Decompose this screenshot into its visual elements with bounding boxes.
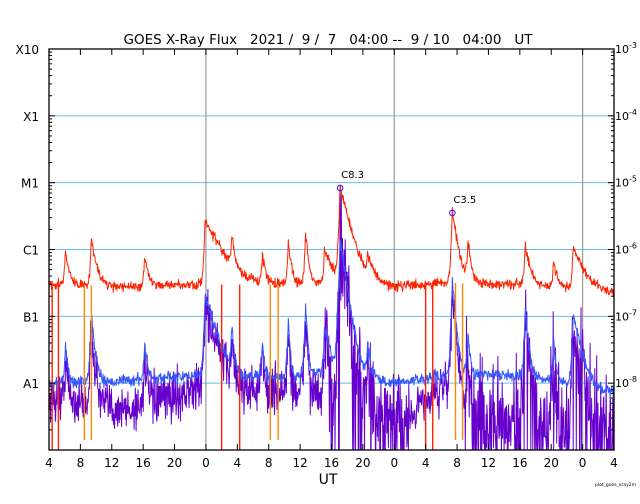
x-tick-label: 0 [390,456,398,470]
flare-class-label: C8.3 [341,170,364,181]
x-tick-label: 12 [292,456,307,470]
x-tick-label: 16 [136,456,151,470]
x-tick-label: 8 [77,456,85,470]
class-label-X1: X1 [23,110,39,124]
class-label-A1: A1 [23,377,39,391]
x-tick-label: 4 [45,456,53,470]
x-tick-label: 12 [481,456,496,470]
right-axis-label: 10-3 [615,41,637,56]
class-label-M1: M1 [21,177,39,191]
flare-peak-marker [449,209,456,217]
right-axis-label: 10-5 [615,175,637,190]
x-tick-label: 20 [355,456,370,470]
x-tick-label: 20 [544,456,559,470]
right-axis-label: 10-4 [615,108,637,123]
right-axis-label: 10-7 [615,308,637,323]
x-tick-label: 0 [579,456,587,470]
x-axis-label: UT [319,472,338,488]
flare-class-label: C3.5 [453,195,476,206]
x-tick-label: 4 [234,456,242,470]
series-long [48,184,615,297]
class-label-X10: X10 [16,43,40,57]
x-tick-label: 8 [265,456,273,470]
x-tick-label: 16 [324,456,339,470]
series-short2 [48,190,615,451]
chart-title: GOES X-Ray Flux 2021 / 9 / 7 04:00 -- 9 … [124,32,534,48]
right-axis-label: 10-8 [615,375,637,390]
footer-label: plot_goes_xray2m [595,482,636,488]
right-axis-exponent: -6 [629,242,637,251]
right-axis-label: 10-6 [615,242,637,257]
right-axis-exponent: -3 [629,41,637,50]
class-label-C1: C1 [23,244,39,258]
x-tick-label: 0 [202,456,210,470]
x-tick-label: 20 [167,456,182,470]
class-label-B1: B1 [23,310,39,324]
x-tick-label: 12 [104,456,119,470]
x-tick-label: 16 [512,456,527,470]
right-axis-exponent: -7 [629,308,637,317]
x-tick-label: 4 [610,456,618,470]
right-axis-exponent: -4 [629,108,637,117]
x-tick-label: 8 [453,456,461,470]
right-axis-exponent: -5 [629,175,637,184]
x-tick-label: 4 [422,456,430,470]
flare-peak-marker [336,184,344,192]
series-short [48,239,615,399]
right-axis-exponent: -8 [629,375,637,384]
